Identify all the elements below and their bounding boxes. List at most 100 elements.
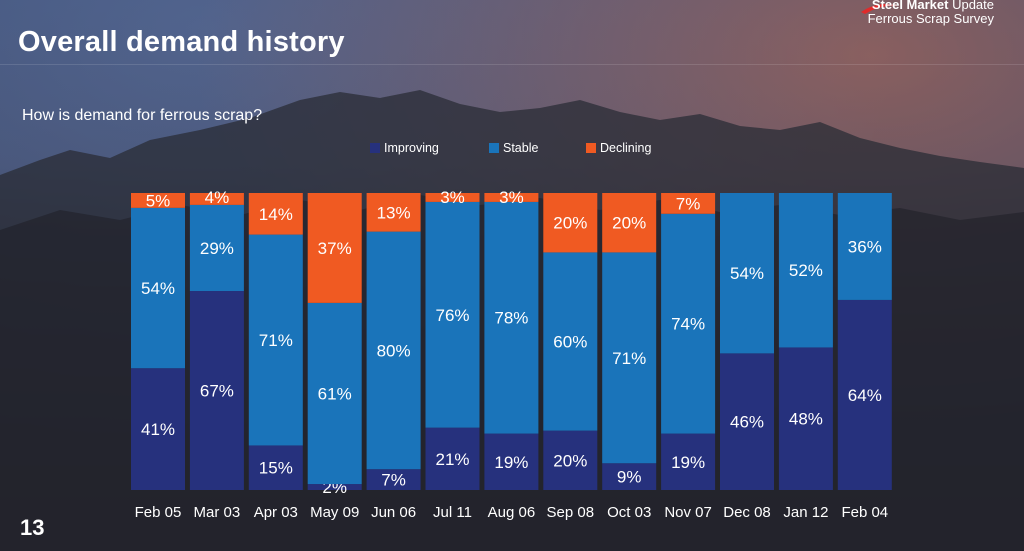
data-label-declining-jun-06: 13% [377, 203, 411, 222]
data-label-declining-feb-05: 5% [146, 191, 171, 210]
bar-declining-nov-07 [661, 193, 716, 214]
data-label-improving-feb-05: 41% [141, 420, 175, 439]
bar-stable-aug-06 [484, 201, 539, 434]
bar-improving-dec-08 [720, 353, 774, 490]
x-tick-label-mar-03: Mar 03 [194, 504, 241, 521]
data-label-stable-nov-07: 74% [671, 315, 705, 334]
bar-improving-jun-06 [366, 469, 421, 490]
bar-improving-mar-03 [189, 291, 244, 490]
legend-label-improving: Improving [384, 141, 439, 155]
data-label-stable-jan-12: 52% [789, 261, 823, 280]
x-tick-label-apr-03: Apr 03 [254, 504, 298, 521]
bar-declining-aug-06 [484, 193, 539, 202]
data-label-declining-aug-06: 3% [499, 188, 524, 207]
bar-declining-jun-06 [366, 193, 421, 232]
data-label-stable-dec-08: 54% [730, 264, 764, 283]
x-tick-label-feb-04: Feb 04 [841, 504, 888, 521]
logo-brand-bold: Steel Market [871, 0, 949, 12]
bar-stable-may-09 [307, 302, 362, 485]
bar-stable-apr-03 [248, 234, 303, 446]
data-label-declining-jul-11: 3% [440, 188, 465, 207]
legend-label-stable: Stable [503, 141, 539, 155]
logo-survey-name: Ferrous Scrap Survey [867, 11, 994, 26]
x-tick-label-jan-12: Jan 12 [783, 504, 828, 521]
bar-stable-feb-04 [837, 193, 892, 300]
logo-brand-rest: Update [952, 0, 994, 12]
bar-declining-mar-03 [189, 193, 244, 205]
bar-declining-sep-08 [543, 193, 598, 253]
legend-item-stable: Stable [489, 141, 538, 155]
bar-improving-jan-12 [778, 347, 833, 490]
data-label-improving-jan-12: 48% [789, 410, 823, 429]
data-label-stable-feb-05: 54% [141, 279, 175, 298]
title-divider [0, 64, 1024, 65]
data-label-stable-jun-06: 80% [377, 341, 411, 360]
x-tick-label-aug-06: Aug 06 [488, 504, 536, 521]
data-label-improving-oct-03: 9% [617, 468, 642, 487]
page-number: 13 [20, 515, 45, 540]
x-tick-label-feb-05: Feb 05 [135, 504, 182, 521]
legend-swatch-improving [370, 143, 380, 153]
chart-legend: Improving Stable Declining [370, 141, 710, 157]
bar-improving-sep-08 [543, 430, 598, 490]
data-label-stable-may-09: 61% [318, 384, 352, 403]
bar-stable-nov-07 [661, 213, 716, 434]
bar-improving-oct-03 [602, 463, 657, 490]
data-label-declining-apr-03: 14% [259, 205, 293, 224]
bar-improving-jul-11 [425, 427, 480, 490]
bar-improving-feb-05 [131, 368, 185, 490]
bar-improving-feb-04 [837, 299, 892, 490]
data-label-improving-apr-03: 15% [259, 459, 293, 478]
bar-stable-jul-11 [425, 201, 480, 428]
data-label-stable-feb-04: 36% [848, 237, 882, 256]
bar-declining-oct-03 [602, 193, 657, 253]
data-label-stable-mar-03: 29% [200, 239, 234, 258]
data-label-improving-jul-11: 21% [435, 450, 469, 469]
data-label-improving-feb-04: 64% [848, 386, 882, 405]
chart-question: How is demand for ferrous scrap? [22, 107, 263, 124]
data-label-improving-sep-08: 20% [553, 451, 587, 470]
bar-stable-dec-08 [720, 193, 774, 354]
x-tick-label-jun-06: Jun 06 [371, 504, 416, 521]
legend-item-declining: Declining [586, 141, 651, 155]
data-label-stable-jul-11: 76% [435, 306, 469, 325]
data-label-improving-jun-06: 7% [381, 471, 406, 490]
bar-declining-feb-05 [131, 193, 185, 208]
bar-declining-apr-03 [248, 193, 303, 235]
legend-swatch-declining [586, 143, 596, 153]
legend-item-improving: Improving [370, 141, 439, 155]
x-tick-label-sep-08: Sep 08 [547, 504, 595, 521]
bar-stable-jan-12 [778, 193, 833, 348]
bar-stable-oct-03 [602, 252, 657, 464]
data-label-improving-mar-03: 67% [200, 382, 234, 401]
x-tick-label-nov-07: Nov 07 [664, 504, 712, 521]
logo-swoosh-icon [861, 4, 897, 14]
x-tick-label-jul-11: Jul 11 [433, 504, 472, 521]
data-label-declining-sep-08: 20% [553, 214, 587, 233]
bar-improving-may-09 [307, 484, 362, 490]
data-label-improving-dec-08: 46% [730, 413, 764, 432]
bar-stable-feb-05 [131, 207, 185, 369]
page-title: Overall demand history [18, 26, 345, 58]
x-tick-label-may-09: May 09 [310, 504, 359, 521]
legend-label-declining: Declining [600, 141, 652, 155]
data-label-stable-sep-08: 60% [553, 333, 587, 352]
brand-logo: Steel Market Update Ferrous Scrap Survey [868, 0, 994, 26]
bar-declining-may-09 [307, 193, 362, 303]
bar-improving-aug-06 [484, 433, 539, 490]
data-label-stable-oct-03: 71% [612, 349, 646, 368]
bar-improving-apr-03 [248, 445, 303, 490]
data-label-declining-mar-03: 4% [205, 188, 230, 207]
bar-improving-nov-07 [661, 433, 716, 490]
data-label-declining-oct-03: 20% [612, 214, 646, 233]
data-label-declining-nov-07: 7% [676, 194, 701, 213]
data-label-improving-aug-06: 19% [494, 453, 528, 472]
x-tick-label-oct-03: Oct 03 [607, 504, 651, 521]
data-label-declining-may-09: 37% [318, 239, 352, 258]
data-label-stable-aug-06: 78% [494, 309, 528, 328]
bar-declining-jul-11 [425, 193, 480, 202]
legend-swatch-stable [489, 143, 499, 153]
data-label-improving-nov-07: 19% [671, 453, 705, 472]
